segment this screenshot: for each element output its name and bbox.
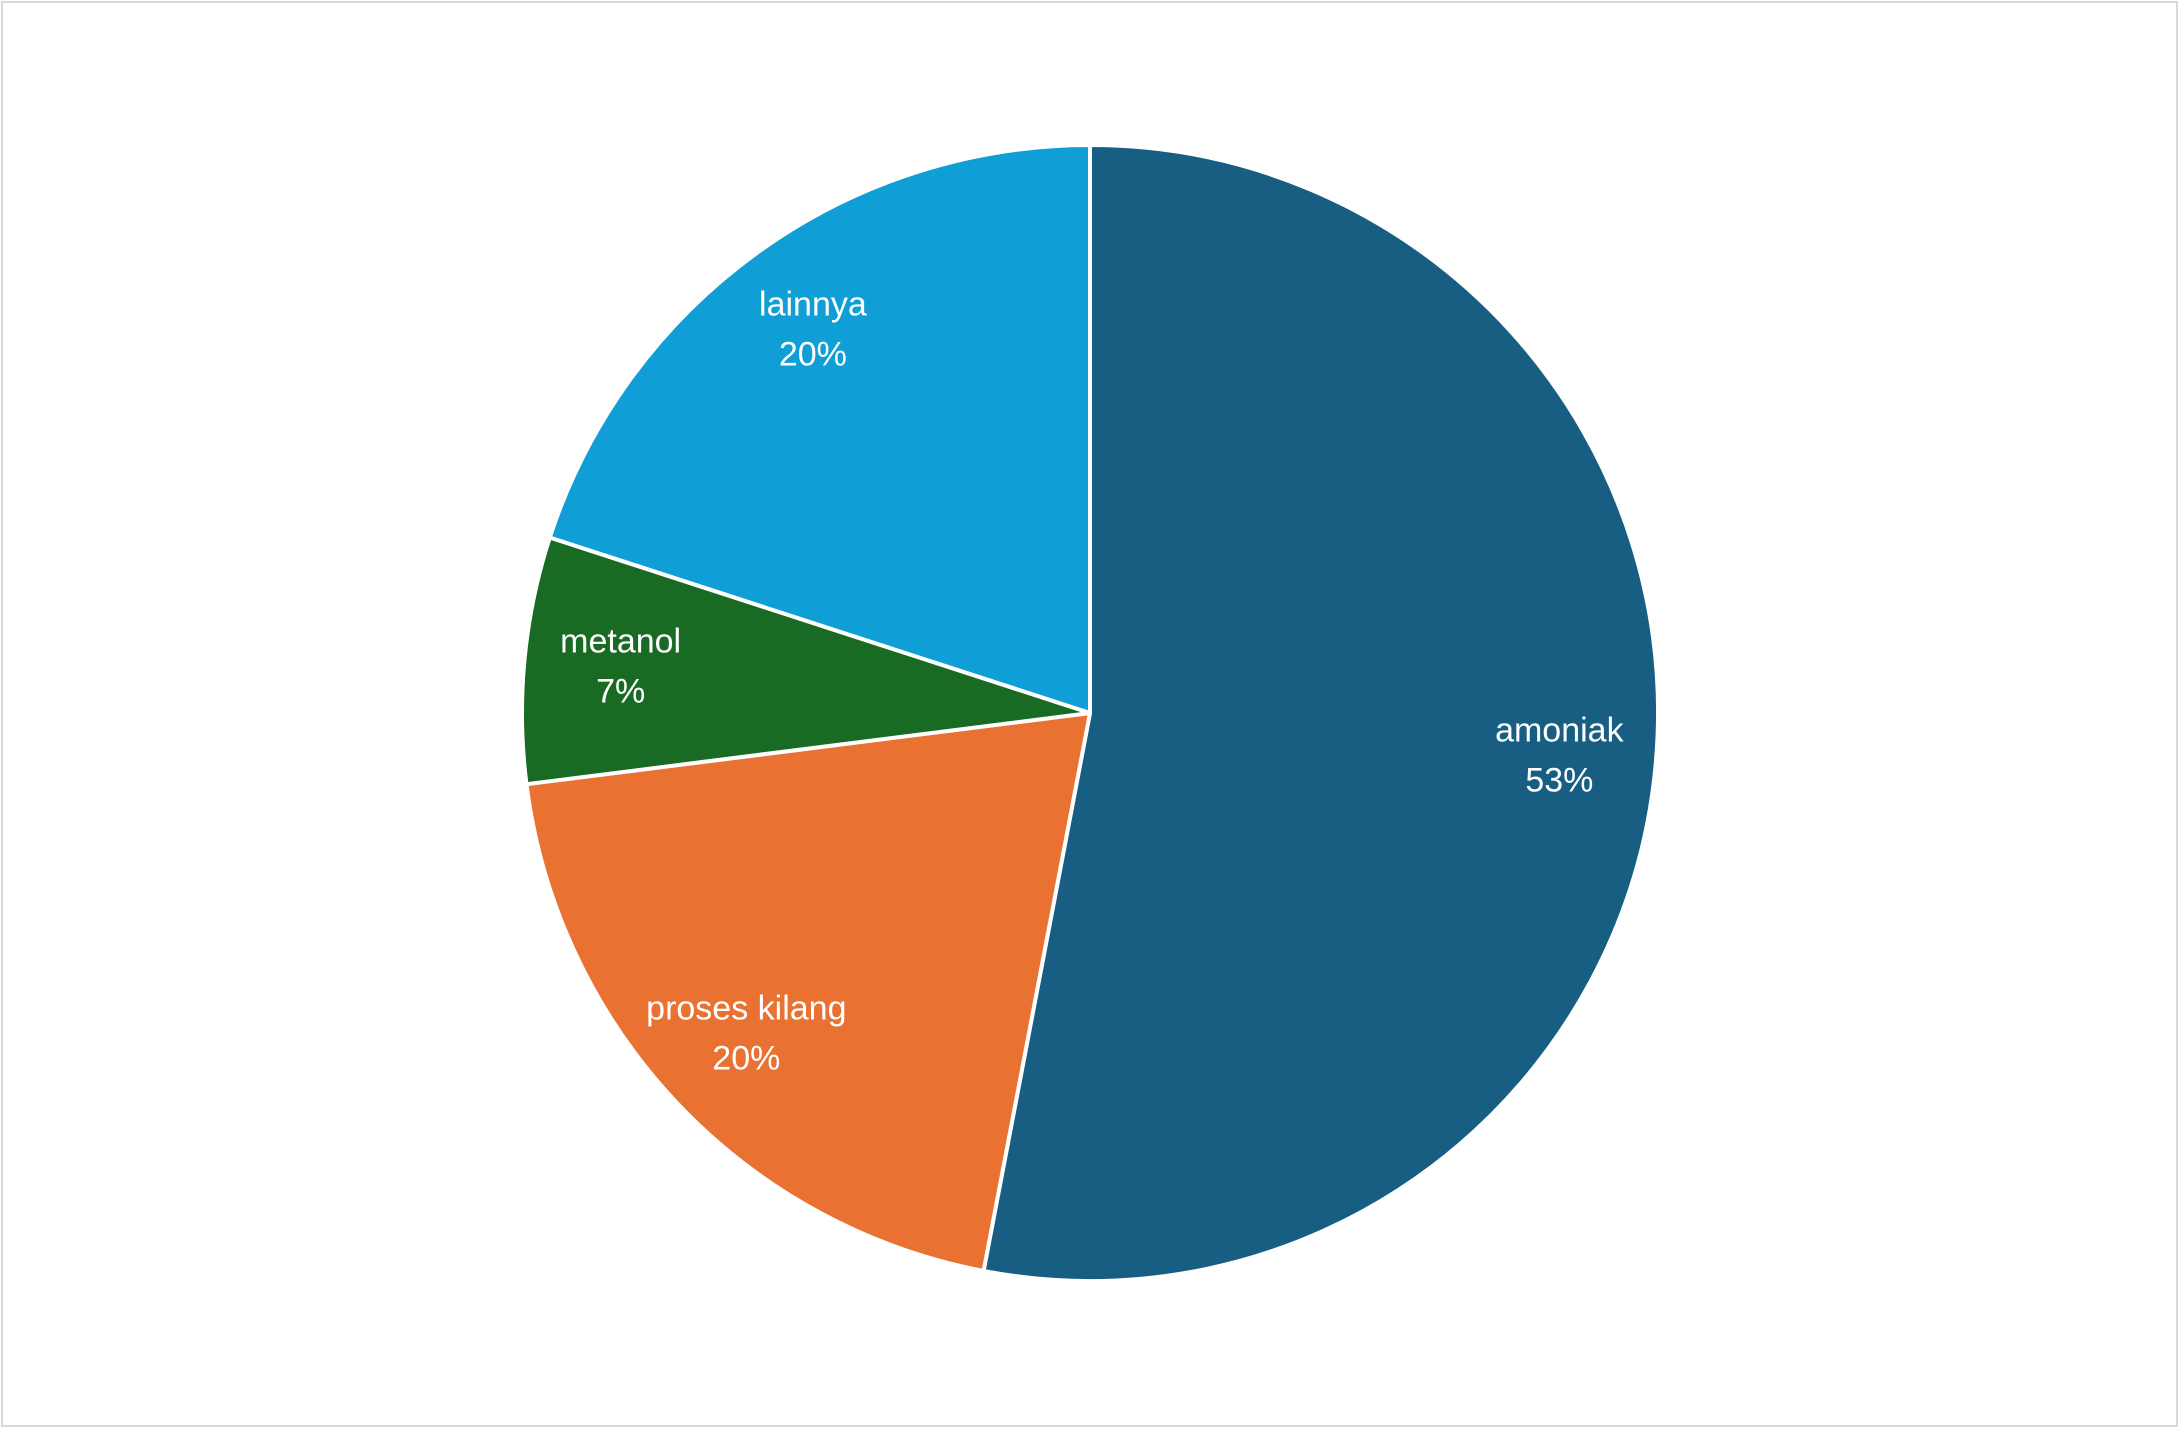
slice-category-label: lainnya [759, 286, 867, 324]
slice-category-label: proses kilang [646, 990, 846, 1028]
pie-slice [981, 143, 1660, 1283]
slice-value-label: 7% [596, 673, 645, 711]
slice-category-label: amoniak [1495, 711, 1625, 749]
pie [520, 143, 1660, 1283]
slice-category-label: metanol [560, 623, 681, 661]
pie-slice [520, 535, 1092, 787]
slice-value-label: 53% [1525, 761, 1593, 799]
slice-value-label: 20% [779, 336, 847, 374]
data-labels: amoniak 53% proses kilang 20% metanol 7% lainn… [560, 286, 1624, 1078]
slice-value-label: 20% [712, 1040, 780, 1078]
pie-slice [524, 711, 1092, 1273]
pie-slice [547, 143, 1092, 715]
